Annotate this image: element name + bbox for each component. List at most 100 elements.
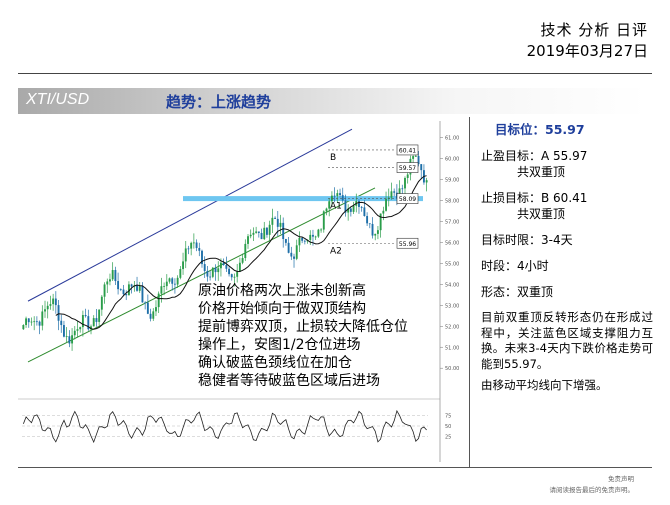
candle-body (95, 318, 98, 322)
analysis-paragraph: 目前双重顶反转形态仍在形成过程中，关注蓝色区域支撑阻力互换。未来3-4天内下跌价… (481, 310, 653, 371)
candle-body (100, 296, 103, 310)
candle-body (114, 270, 117, 282)
candle-body (187, 248, 190, 250)
candle-body (52, 298, 55, 305)
level-label: A2 (330, 246, 342, 256)
annotation-line: 稳健者等待破蓝色区域后进场 (198, 373, 380, 389)
oscillator-tick-label: 75 (445, 414, 451, 420)
candle-body (293, 256, 295, 259)
candle-body (336, 193, 339, 197)
candle-body (71, 335, 74, 344)
stop-loss: 止损目标：B 60.41 共双重顶 (481, 190, 653, 222)
y-tick-label: 60.00 (445, 157, 459, 163)
candle-body (298, 237, 301, 246)
candle-body (414, 155, 417, 157)
take-profit-value: 止盈目标：A 55.97 (481, 149, 588, 163)
candle-body (303, 240, 306, 242)
candle-body (22, 325, 25, 330)
candle-body (425, 180, 428, 183)
candle-body (111, 270, 114, 280)
level-label: A1 (330, 202, 342, 212)
candle-body (163, 286, 166, 287)
candle-body (211, 267, 214, 277)
candle-body (295, 245, 298, 259)
y-tick-label: 54.00 (445, 282, 459, 288)
candle-body (401, 188, 404, 190)
candle-body (76, 329, 79, 331)
oscillator-line (23, 409, 427, 444)
candle-body (160, 286, 163, 294)
candle-body (347, 208, 350, 213)
report-date: 2019年03月27日 (526, 42, 648, 60)
candle-body (46, 305, 49, 310)
candle-body (333, 195, 336, 197)
bottom-divider (18, 467, 652, 468)
candle-body (349, 208, 352, 212)
instrument-pair: XTI/USD (26, 91, 90, 108)
candle-body (271, 217, 274, 225)
candle-body (249, 234, 252, 237)
candle-body (33, 321, 36, 323)
candle-body (322, 211, 325, 230)
disclaimer-title: 免责声明 (608, 475, 634, 483)
candle-body (279, 222, 282, 227)
candle-body (87, 316, 90, 330)
candle-body (314, 236, 317, 238)
candle-body (404, 177, 406, 189)
level-price-box (396, 144, 419, 156)
candle-body (127, 284, 130, 296)
level-price-box (396, 237, 419, 249)
oscillator-tick-label: 50 (445, 424, 451, 430)
candle-body (190, 242, 193, 249)
candle-body (81, 315, 84, 328)
candle-body (260, 232, 263, 240)
annotation-line: 操作上，安图1/2仓位进场 (198, 337, 361, 353)
candle-body (146, 302, 149, 314)
level-price-box (396, 162, 419, 173)
level-price-tag: 60.41 (399, 147, 416, 154)
candle-body (198, 248, 201, 251)
candle-body (374, 233, 377, 236)
time-limit: 目标时限：3-4天 (481, 233, 573, 247)
candle-body (35, 321, 38, 323)
candle-body (65, 336, 68, 338)
candle-body (171, 278, 174, 284)
candle-body (138, 285, 141, 291)
level-price-box (396, 193, 419, 204)
candle-body (182, 261, 184, 270)
candle-body (290, 252, 293, 257)
moving-average-line (55, 175, 427, 330)
candle-body (317, 229, 320, 237)
candle-body (119, 289, 122, 290)
report-type: 技术 分析 日评 (540, 21, 648, 39)
candle-body (382, 210, 385, 214)
analysis-summary: 由移动平均线向下增强。 (481, 378, 608, 392)
candle-body (144, 302, 147, 304)
candle-body (390, 191, 393, 198)
candle-body (184, 248, 187, 262)
oscillator-tick-label: 25 (445, 435, 451, 441)
candle-body (312, 234, 314, 237)
take-profit: 止盈目标：A 55.97 共双重顶 (481, 148, 653, 180)
candle-body (238, 262, 241, 272)
candle-body (420, 164, 423, 171)
candle-body (417, 155, 420, 165)
candle-body (206, 270, 209, 277)
annotation-line: 价格开始倾向于做双顶结构 (198, 301, 366, 317)
candle-body (209, 276, 212, 278)
y-tick-label: 50.00 (445, 366, 459, 372)
candle-body (201, 250, 203, 265)
candle-body (358, 201, 360, 207)
candle-body (103, 284, 106, 297)
candle-body (339, 193, 341, 196)
analysis-panel: 目标位：55.97 止盈目标：A 55.97 共双重顶 止损目标：B 60.41… (481, 122, 653, 394)
candle-body (125, 294, 128, 296)
candle-body (360, 206, 363, 208)
candle-body (379, 213, 382, 231)
candle-body (236, 271, 239, 277)
level-price-tag: 59.57 (399, 165, 416, 172)
candle-body (90, 326, 92, 330)
candle-body (393, 191, 396, 193)
candle-body (195, 242, 198, 249)
y-tick-label: 56.00 (445, 240, 459, 246)
